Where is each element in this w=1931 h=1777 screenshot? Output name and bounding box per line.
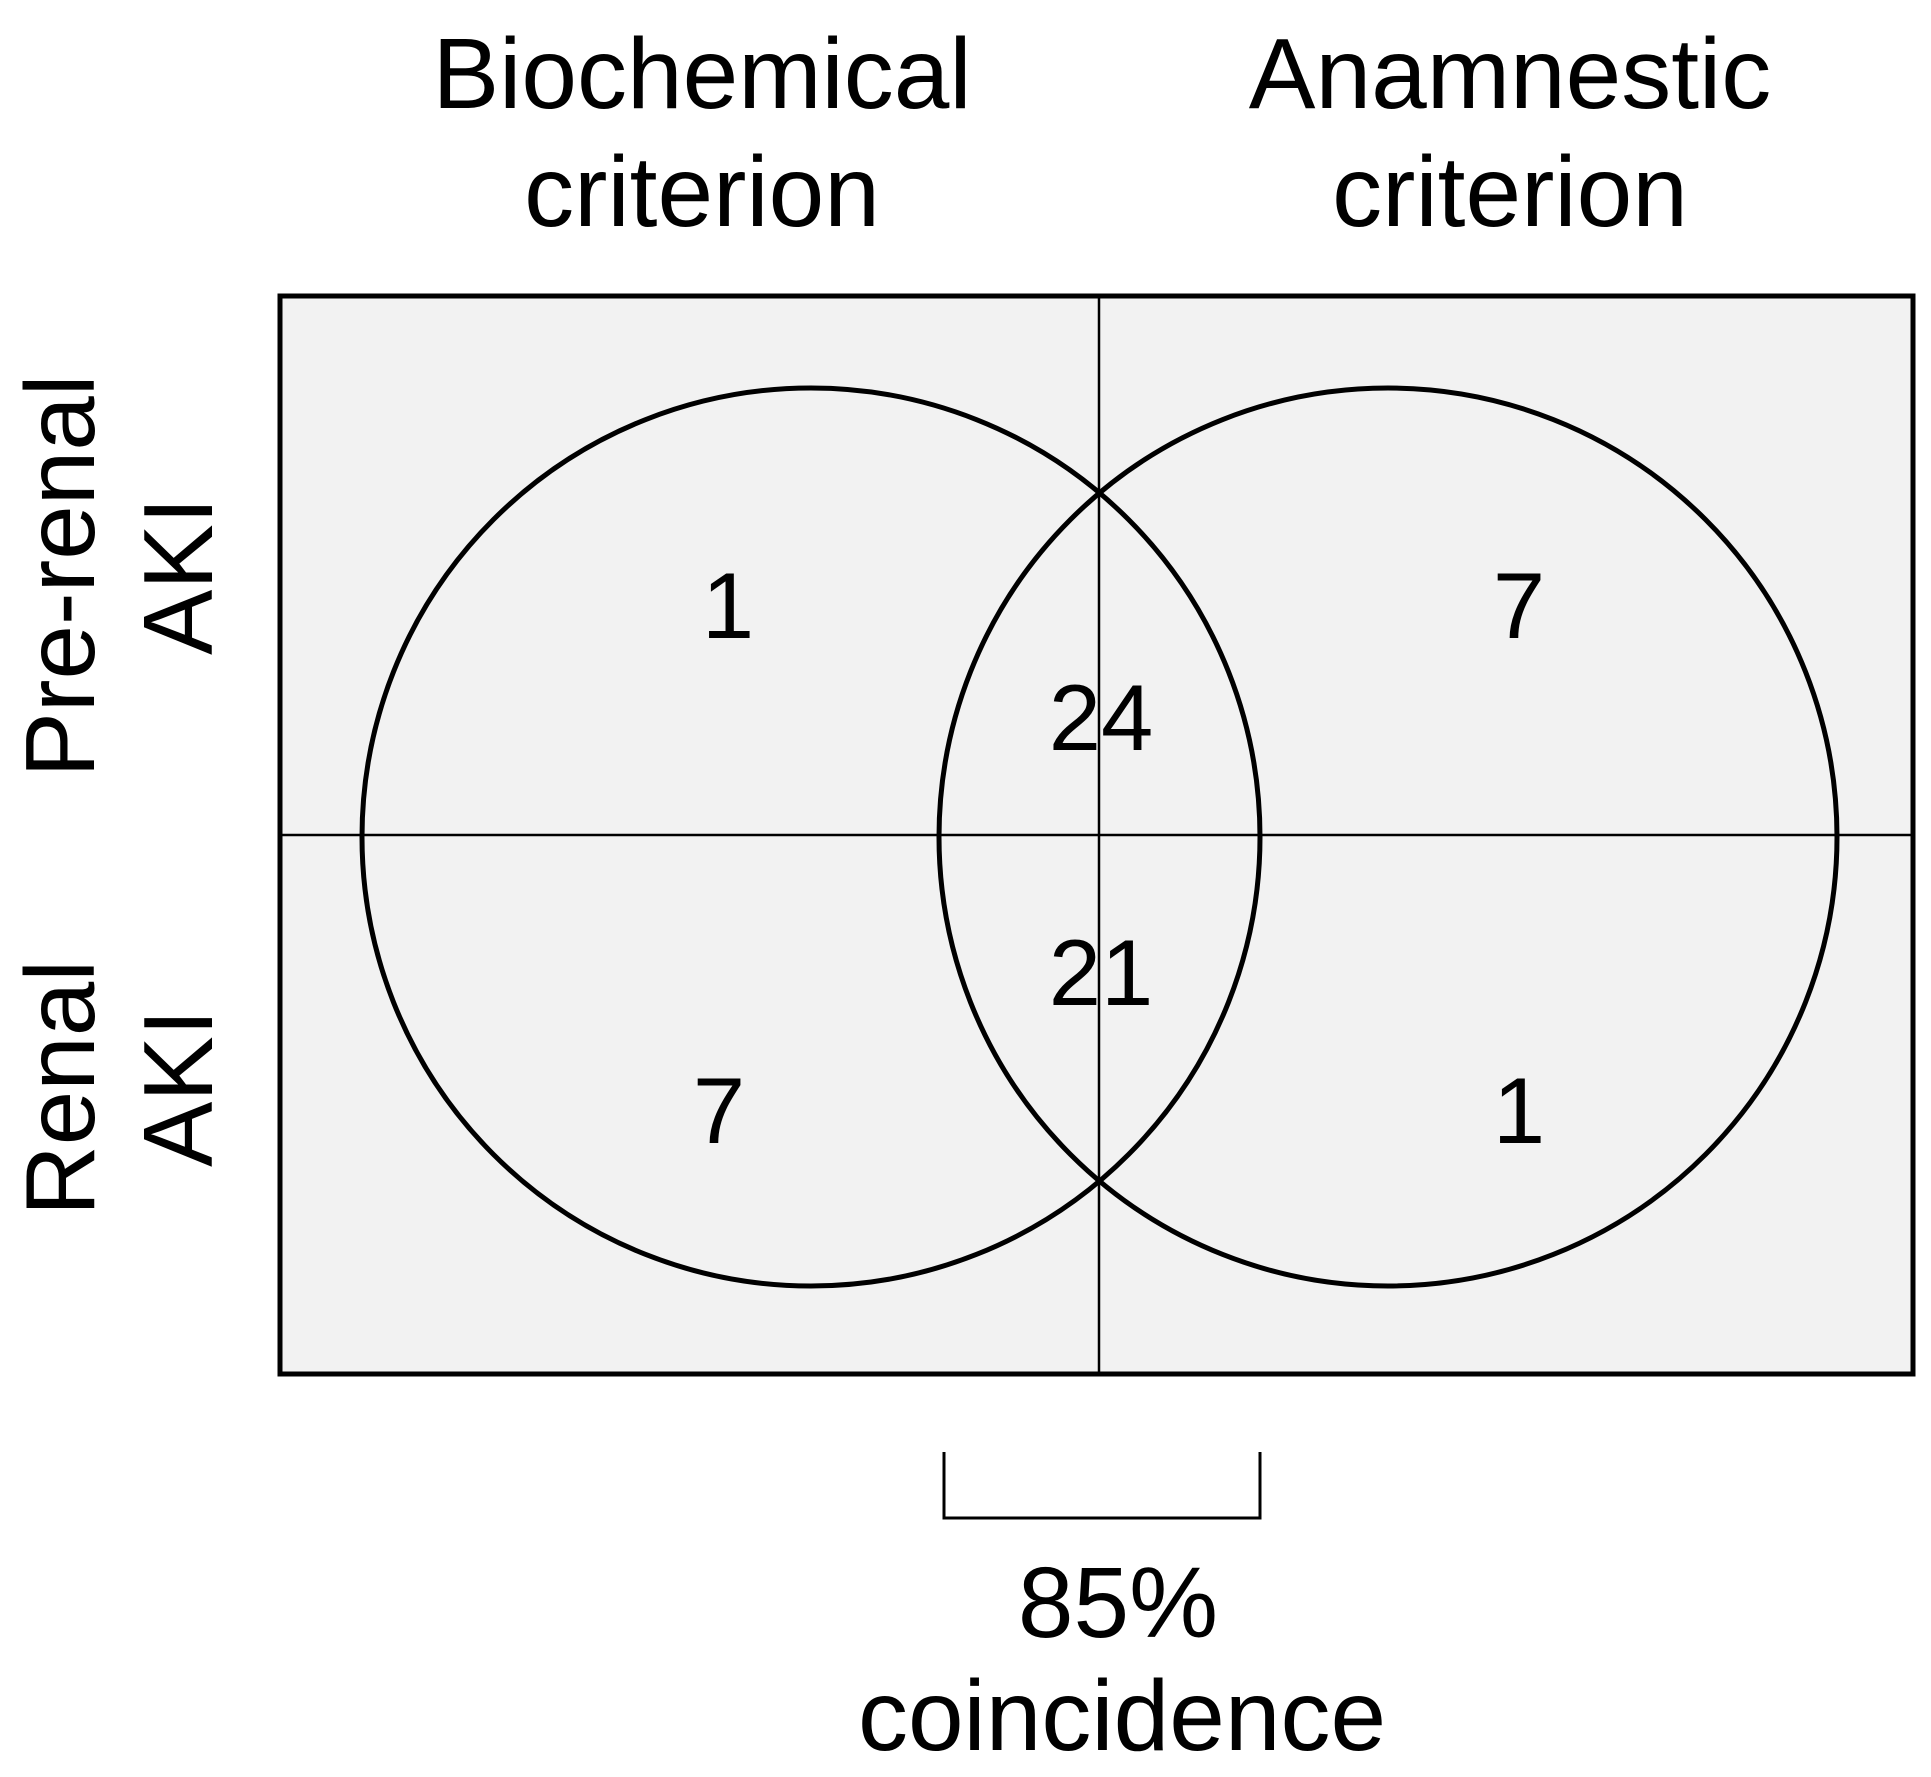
overlap-percentage: 85% — [1018, 1547, 1218, 1659]
column-header-anamnestic-line2: criterion — [1332, 136, 1688, 248]
overlap-bracket — [944, 1452, 1260, 1518]
row-label-prerenal-line1: Pre-renal — [5, 374, 115, 777]
column-header-biochemical-line1: Biochemical — [432, 18, 971, 130]
count-biochemical-only-renal: 7 — [693, 1058, 745, 1163]
row-label-renal-line1: Renal — [5, 960, 115, 1216]
column-header-anamnestic-line1: Anamnestic — [1249, 18, 1771, 130]
count-anamnestic-only-prerenal: 7 — [1493, 553, 1545, 658]
overlap-caption: coincidence — [858, 1660, 1386, 1772]
row-label-prerenal: Pre-renal AKI — [5, 374, 233, 777]
row-label-renal: Renal AKI — [5, 960, 233, 1216]
row-label-prerenal-line2: AKI — [123, 497, 233, 655]
column-header-biochemical-line2: criterion — [524, 136, 880, 248]
count-both-prerenal: 24 — [1049, 665, 1154, 770]
count-both-renal: 21 — [1049, 920, 1154, 1025]
count-anamnestic-only-renal: 1 — [1493, 1058, 1545, 1163]
count-biochemical-only-prerenal: 1 — [702, 553, 754, 658]
row-label-renal-line2: AKI — [123, 1009, 233, 1167]
